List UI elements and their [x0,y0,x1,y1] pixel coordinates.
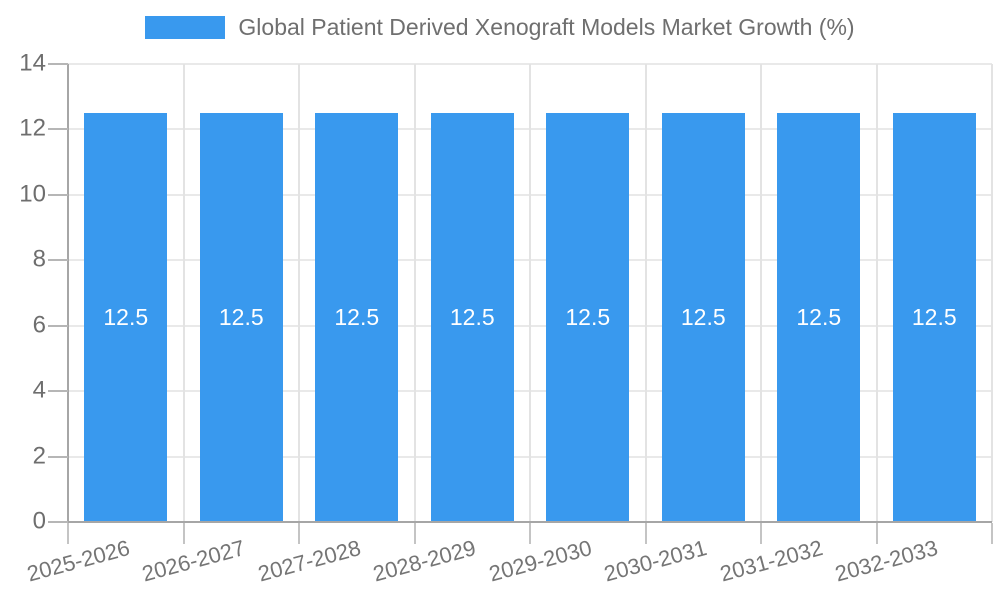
y-axis-label: 2 [32,442,46,470]
x-axis-tick [67,523,69,544]
v-gridline [644,64,647,522]
x-axis-label: 2028-2029 [370,535,479,587]
x-axis-tick [991,523,993,544]
y-axis-label: 0 [32,507,46,535]
x-axis-tick [760,523,762,544]
y-axis-tick [48,128,68,131]
bar-value-label: 12.5 [218,304,264,331]
bar[interactable]: 12.5 [546,113,630,522]
y-axis-tick [48,455,68,458]
v-gridline [182,64,185,522]
x-axis-tick [875,523,878,544]
bar[interactable]: 12.5 [199,113,283,522]
y-axis-label: 4 [32,376,46,404]
x-axis-label: 2030-2031 [601,535,710,587]
v-gridline [413,64,416,522]
v-gridline [529,64,531,522]
bar-value-label: 12.5 [680,304,726,331]
y-axis-tick [48,324,68,327]
bar-value-label: 12.5 [334,304,380,331]
bar-value-label: 12.5 [796,304,842,331]
x-axis-tick [298,523,300,544]
bar-value-label: 12.5 [103,304,149,331]
y-axis-tick [48,63,68,65]
bar[interactable]: 12.5 [315,113,399,522]
y-axis-label: 10 [19,180,46,208]
x-axis-line [68,521,992,523]
x-axis-tick [413,523,416,544]
y-axis-label: 8 [32,245,46,273]
x-axis-tick [644,523,647,544]
bar-value-label: 12.5 [449,304,495,331]
chart-title: Global Patient Derived Xenograft Models … [238,14,855,40]
y-axis-label: 14 [19,49,46,77]
bar[interactable]: 12.5 [777,113,861,522]
y-axis-tick [48,521,68,523]
y-axis-tick [48,193,68,196]
x-axis-label: 2027-2028 [254,535,363,587]
x-axis-tick [182,523,185,544]
x-axis-label: 2029-2030 [485,535,594,587]
bar[interactable]: 12.5 [84,113,168,522]
y-axis-label: 12 [19,114,46,142]
legend-swatch [145,16,226,39]
y-axis-label: 6 [32,311,46,339]
v-gridline [760,64,762,522]
legend: Global Patient Derived Xenograft Models … [0,14,1000,41]
x-axis-tick [529,523,531,544]
bar[interactable]: 12.5 [661,113,745,522]
bar[interactable]: 12.5 [430,113,514,522]
v-gridline [991,64,993,522]
y-axis-tick [48,259,68,262]
y-axis-line [67,64,69,523]
bar[interactable]: 12.5 [892,113,976,522]
x-axis-label: 2026-2027 [139,535,248,587]
y-axis-tick [48,390,68,393]
x-axis-label: 2032-2033 [832,535,941,587]
legend-item[interactable]: Global Patient Derived Xenograft Models … [145,14,855,41]
v-gridline [875,64,878,522]
v-gridline [298,64,300,522]
bar-value-label: 12.5 [911,304,957,331]
x-axis-label: 2025-2026 [23,535,132,587]
bar-value-label: 12.5 [565,304,611,331]
x-axis-label: 2031-2032 [716,535,825,587]
